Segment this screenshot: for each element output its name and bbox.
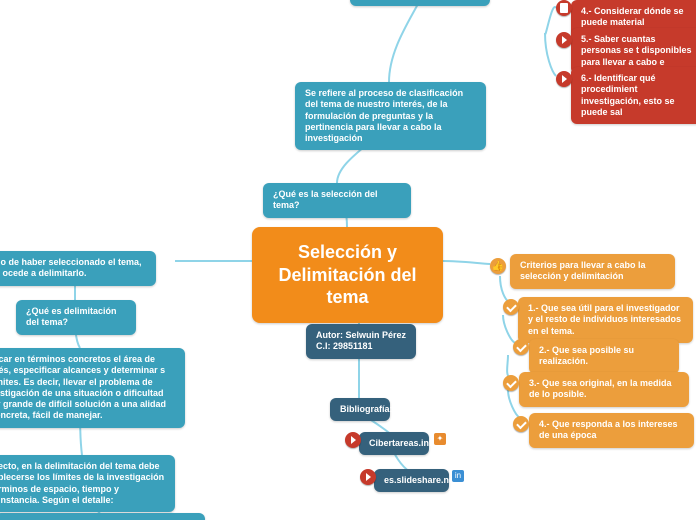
node-crit1[interactable]: 1.- Que sea útil para el investigador y … <box>518 297 693 343</box>
node-ciber[interactable]: Cibertareas.info <box>359 432 429 455</box>
node-espacio[interactable]: A) El espacio está referido al área <box>0 513 205 520</box>
bullet-criterios <box>490 258 506 274</box>
node-crit3[interactable]: 3.- Que sea original, en la medida de lo… <box>519 372 689 407</box>
node-center[interactable]: Selección y Delimitación del tema <box>252 227 443 323</box>
node-luego[interactable]: ego de haber seleccionado el tema, se oc… <box>0 251 156 286</box>
ciber_icon: ✦ <box>434 433 446 445</box>
node-efecto[interactable]: efecto, en la delimitación del tema debe… <box>0 455 175 512</box>
node-criterios[interactable]: Criterios para llevar a cabo la selecció… <box>510 254 675 289</box>
bullet-ciber <box>345 432 361 448</box>
node-focar[interactable]: focar en términos concretos el área de e… <box>0 348 185 428</box>
bullet-crit3 <box>503 375 519 391</box>
node-crit2[interactable]: 2.- Que sea posible su realización. <box>529 339 679 374</box>
bullet-slide <box>360 469 376 485</box>
node-proceso[interactable]: Se refiere al proceso de clasificación d… <box>295 82 486 150</box>
node-slide[interactable]: es.slideshare.net <box>374 469 449 492</box>
bullet-item6 <box>556 71 572 87</box>
node-item6[interactable]: 6.- Identificar qué procedimient investi… <box>571 67 696 124</box>
bullet-crit4 <box>513 416 529 432</box>
bullet-item5 <box>556 32 572 48</box>
node-biblio[interactable]: Bibliografía: <box>330 398 390 421</box>
node-que_es_sel[interactable]: ¿Qué es la selección del tema? <box>263 183 411 218</box>
mindmap-canvas: Selección y Delimitación del tema ¿Qué e… <box>0 0 696 520</box>
slide_icon: in <box>452 470 464 482</box>
node-top_bar[interactable] <box>350 0 490 6</box>
bullet-crit1 <box>503 299 519 315</box>
bullet-crit2 <box>513 339 529 355</box>
node-crit4[interactable]: 4.- Que responda a los intereses de una … <box>529 413 694 448</box>
bullet-item4 <box>556 0 572 16</box>
node-que_es_delim[interactable]: ¿Qué es delimitación del tema? <box>16 300 136 335</box>
node-autor[interactable]: Autor: Selwuin Pérez C.I: 29851181 <box>306 324 416 359</box>
